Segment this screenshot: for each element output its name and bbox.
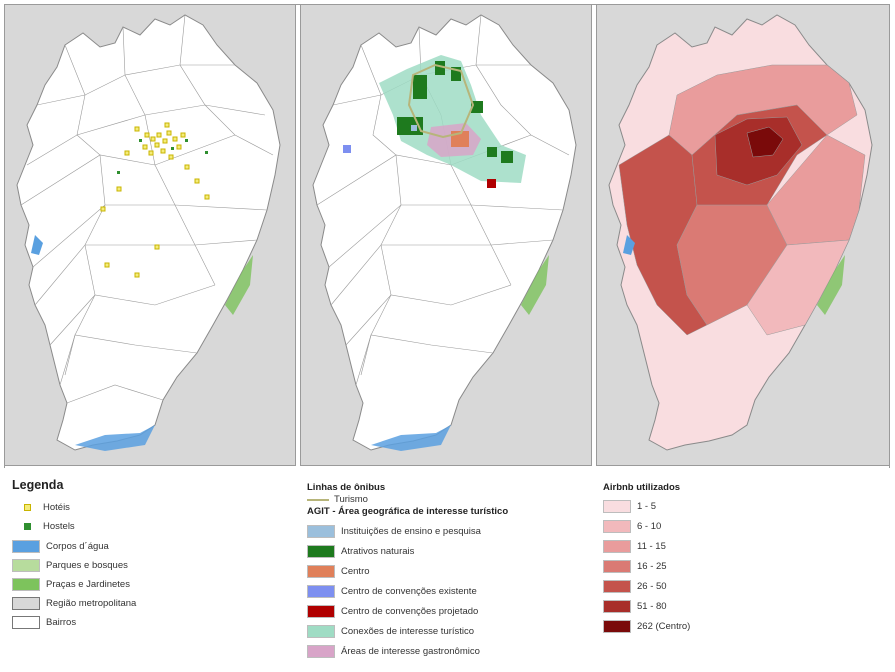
legend-label: 26 - 50 <box>637 581 667 592</box>
legend-item-airbnb-7: 262 (Centro) <box>603 620 690 633</box>
map-hotels-svg <box>16 14 281 451</box>
legend-label: 1 - 5 <box>637 501 657 512</box>
map-airbnb-svg <box>608 14 873 451</box>
legend-label: 51 - 80 <box>637 601 667 612</box>
legend-label: Centro de convenções existente <box>341 586 477 597</box>
legend-item-squares: Praças e Jardinetes <box>12 578 130 591</box>
legend-label: Instituições de ensino e pesquisa <box>341 526 481 537</box>
legend-item-bus-tourism: Turismo <box>307 494 368 505</box>
legend-label: Centro de convenções projetado <box>341 606 479 617</box>
legend-item-teaching: Instituições de ensino e pesquisa <box>307 525 481 538</box>
convention-center-projected <box>487 179 496 188</box>
neighborhood-lines <box>20 14 274 404</box>
map-hotels-hostels <box>4 4 296 466</box>
airbnb-zone-6-10 <box>746 239 850 336</box>
teaching-institution <box>411 125 417 131</box>
swatch <box>12 616 40 629</box>
legend-item-hotels: Hotéis <box>12 502 70 513</box>
legend-item-bairros: Bairros <box>12 616 76 629</box>
legend-item-airbnb-3: 11 - 15 <box>603 540 666 553</box>
legend-label: Hotéis <box>43 502 70 513</box>
swatch <box>12 597 40 610</box>
legend-item-metro: Região metropolitana <box>12 597 136 610</box>
park-strip <box>521 255 549 315</box>
swatch <box>307 565 335 578</box>
tourism-bus-line <box>407 63 475 139</box>
park-strip <box>817 255 845 315</box>
map-agit <box>300 4 592 466</box>
park-strip <box>225 255 253 315</box>
swatch <box>12 578 40 591</box>
swatch <box>603 540 631 553</box>
legend-label: Atrativos naturais <box>341 546 415 557</box>
hotel-markers <box>100 122 210 278</box>
water-body <box>75 425 155 451</box>
swatch <box>307 625 335 638</box>
airbnb-zone-centro <box>746 126 784 158</box>
legend-item-center: Centro <box>307 565 370 578</box>
legend-item-natural: Atrativos naturais <box>307 545 414 558</box>
legend-label: 262 (Centro) <box>637 621 691 632</box>
swatch <box>12 540 40 553</box>
city-outline <box>16 14 281 451</box>
legend-bus-title: Linhas de ônibus <box>307 482 386 493</box>
legend-label: Praças e Jardinetes <box>46 579 130 590</box>
swatch <box>307 645 335 658</box>
hostel-marker-icon <box>24 523 31 530</box>
legend-item-airbnb-4: 16 - 25 <box>603 560 667 573</box>
swatch <box>307 585 335 598</box>
swatch <box>603 600 631 613</box>
swatch <box>307 545 335 558</box>
legend-label: Turismo <box>334 494 368 505</box>
map-panels <box>4 4 890 466</box>
legend-item-convention-projected: Centro de convenções projetado <box>307 605 478 618</box>
legend-item-airbnb-1: 1 - 5 <box>603 500 656 513</box>
legend-label: Conexões de interesse turístico <box>341 626 475 637</box>
legend-item-airbnb-5: 26 - 50 <box>603 580 667 593</box>
bus-line-icon <box>307 498 329 501</box>
hostel-markers <box>117 139 208 174</box>
legend-label: Parques e bosques <box>46 560 128 571</box>
legend-item-airbnb-6: 51 - 80 <box>603 600 667 613</box>
legend-item-airbnb-2: 6 - 10 <box>603 520 661 533</box>
water-body <box>31 235 43 255</box>
hotel-marker-icon <box>24 504 31 511</box>
legend-item-convention-existing: Centro de convenções existente <box>307 585 477 598</box>
legend-label: Hostels <box>43 521 75 532</box>
swatch <box>307 605 335 618</box>
legend-label: Centro <box>341 566 370 577</box>
swatch <box>603 620 631 633</box>
legend-airbnb-title: Airbnb utilizados <box>603 482 681 493</box>
legend-title: Legenda <box>12 478 64 492</box>
legend-item-gastronomic: Áreas de interesse gastronômico <box>307 645 480 658</box>
legend-label: 16 - 25 <box>637 561 667 572</box>
swatch <box>603 580 631 593</box>
legend-area: Legenda Hotéis Hostels Corpos d´água Par… <box>4 468 890 666</box>
water-body <box>623 235 635 255</box>
legend-agit-title: AGIT - Área geográfica de interesse turí… <box>307 506 509 517</box>
swatch <box>603 560 631 573</box>
legend-label: Região metropolitana <box>46 598 137 609</box>
legend-label: Áreas de interesse gastronômico <box>341 646 480 657</box>
legend-label: Corpos d´água <box>46 541 109 552</box>
legend-label: 11 - 15 <box>637 541 666 552</box>
water-body <box>371 425 451 451</box>
legend-label: Bairros <box>46 617 77 628</box>
legend-label: 6 - 10 <box>637 521 662 532</box>
legend-item-parks: Parques e bosques <box>12 559 128 572</box>
convention-center-existing <box>343 145 351 153</box>
legend-item-tourism-connections: Conexões de interesse turístico <box>307 625 474 638</box>
map-airbnb <box>596 4 890 466</box>
swatch <box>603 500 631 513</box>
swatch <box>307 525 335 538</box>
legend-item-hostels: Hostels <box>12 521 75 532</box>
legend-item-water: Corpos d´água <box>12 540 109 553</box>
map-agit-svg <box>312 14 577 451</box>
swatch <box>12 559 40 572</box>
swatch <box>603 520 631 533</box>
